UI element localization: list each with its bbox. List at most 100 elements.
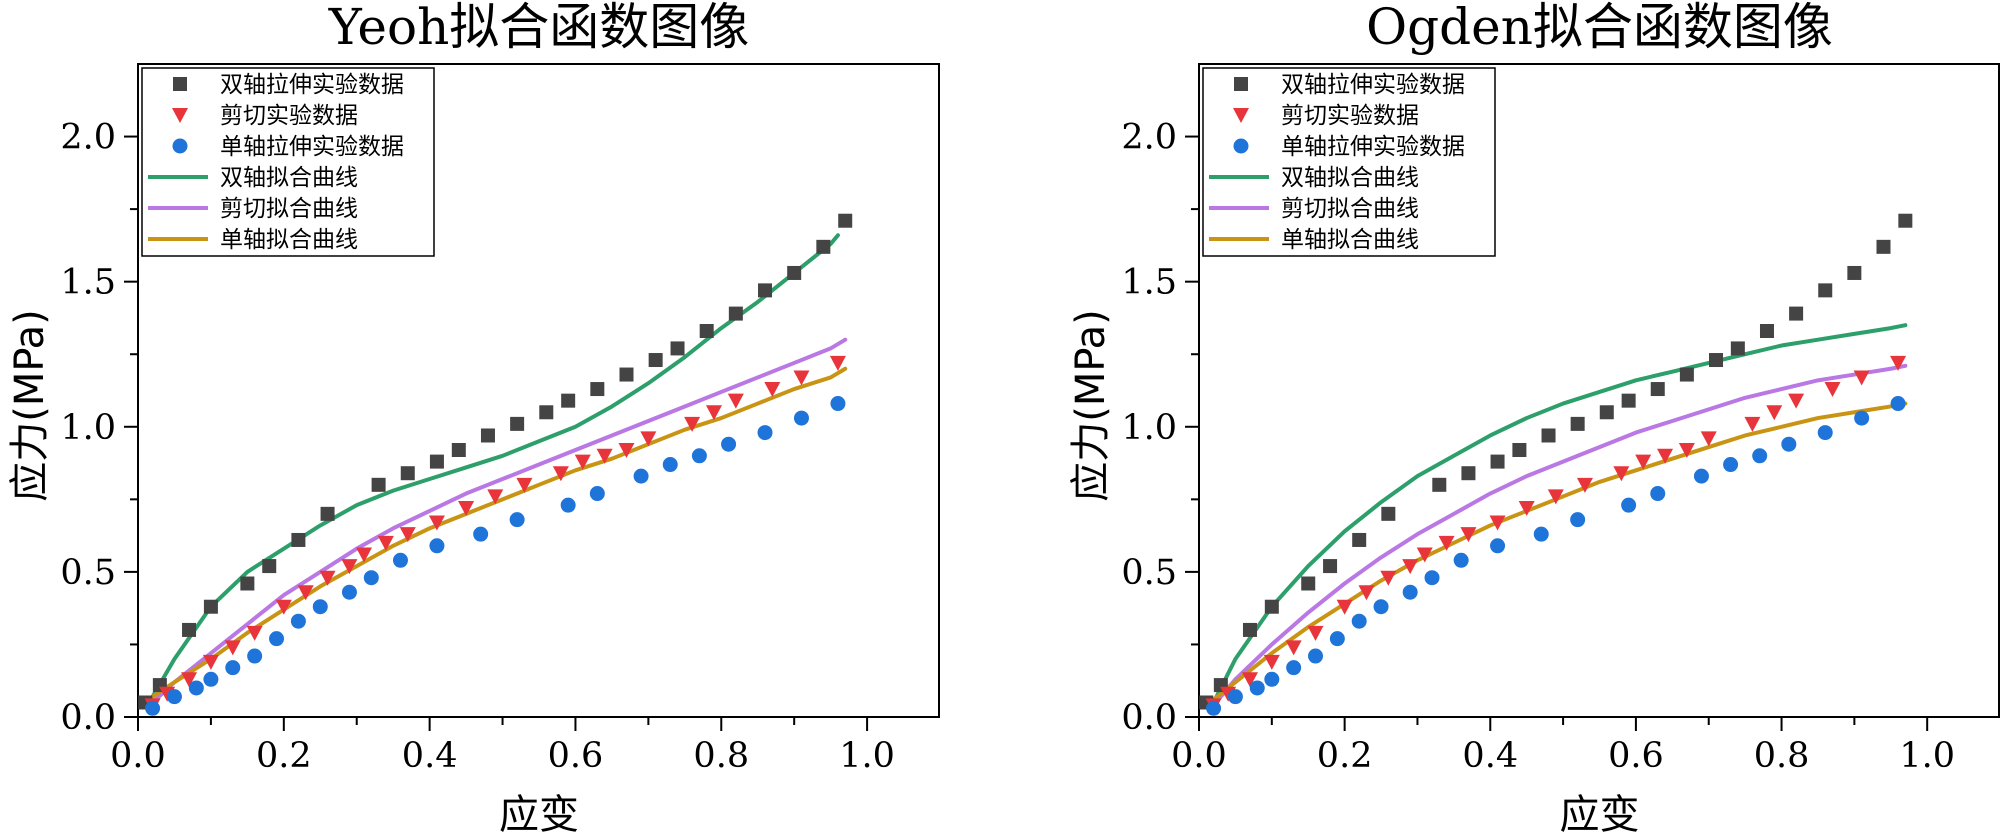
data-point-series-3 bbox=[341, 584, 357, 600]
data-point-series-3 bbox=[429, 538, 445, 554]
legend-box bbox=[141, 67, 435, 257]
data-point-series-3 bbox=[225, 660, 241, 676]
y-tick-label: 1.0 bbox=[1121, 408, 1177, 448]
data-point-series-3 bbox=[1752, 448, 1768, 464]
x-tick-label: 0.2 bbox=[1317, 736, 1373, 776]
data-point-series-2 bbox=[618, 443, 635, 458]
data-point-series-3 bbox=[1373, 599, 1389, 615]
data-point-series-1 bbox=[1876, 239, 1891, 254]
x-tick-label: 1.0 bbox=[1899, 736, 1955, 776]
data-point-series-2 bbox=[1890, 355, 1907, 371]
data-point-series-1 bbox=[1352, 532, 1367, 547]
data-point-series-1 bbox=[1242, 622, 1257, 637]
data-point-series-1 bbox=[648, 353, 663, 368]
legend-label: 双轴拉伸实验数据 bbox=[220, 72, 404, 98]
data-point-series-1 bbox=[203, 599, 218, 614]
data-point-series-2 bbox=[596, 448, 613, 464]
fit-curve-series-6 bbox=[1211, 401, 1908, 702]
chart-title: Yeoh拟合函数图像 bbox=[328, 0, 750, 56]
x-tick-label: 0.4 bbox=[402, 736, 458, 776]
data-point-series-1 bbox=[1730, 341, 1745, 356]
data-point-series-2 bbox=[574, 454, 591, 470]
data-point-series-3 bbox=[830, 396, 846, 412]
data-point-series-2 bbox=[764, 382, 781, 398]
data-point-series-3 bbox=[1249, 680, 1265, 696]
data-point-series-2 bbox=[377, 535, 394, 551]
data-point-series-2 bbox=[1336, 599, 1353, 615]
plot-frame bbox=[1198, 63, 2000, 718]
data-point-series-3 bbox=[1781, 436, 1797, 452]
data-point-series-2 bbox=[684, 416, 701, 432]
data-point-series-1 bbox=[1264, 599, 1279, 614]
data-point-series-3 bbox=[1402, 584, 1418, 600]
chart-title: Ogden拟合函数图像 bbox=[1366, 0, 1833, 56]
legend-circle-marker bbox=[1233, 138, 1249, 154]
data-point-series-2 bbox=[1824, 382, 1841, 398]
y-tick-label: 0.5 bbox=[1121, 553, 1177, 593]
data-point-series-2 bbox=[1460, 527, 1477, 543]
data-point-series-1 bbox=[1301, 576, 1316, 591]
data-point-series-2 bbox=[341, 559, 358, 575]
data-point-series-1 bbox=[400, 466, 415, 481]
data-point-series-2 bbox=[1788, 393, 1805, 409]
data-point-series-3 bbox=[1890, 396, 1906, 412]
data-point-series-2 bbox=[1853, 370, 1870, 386]
fit-curve-series-5 bbox=[1211, 363, 1908, 708]
data-point-series-2 bbox=[1766, 405, 1783, 421]
data-point-series-1 bbox=[1709, 353, 1724, 368]
legend-label: 剪切拟合曲线 bbox=[1281, 196, 1419, 222]
plot-area bbox=[138, 213, 853, 716]
data-point-series-1 bbox=[561, 393, 576, 408]
data-point-series-1 bbox=[1650, 382, 1665, 397]
legend-triangle-marker bbox=[1233, 108, 1249, 123]
data-point-series-2 bbox=[705, 405, 722, 421]
data-point-series-1 bbox=[590, 382, 605, 397]
fit-curve-series-4 bbox=[150, 233, 840, 699]
x-tick-label: 0.2 bbox=[256, 736, 312, 776]
data-point-series-2 bbox=[1489, 515, 1506, 531]
y-tick-label: 0.0 bbox=[1121, 698, 1177, 738]
y-tick-label: 1.5 bbox=[60, 263, 116, 303]
y-tick-label: 1.0 bbox=[60, 408, 116, 448]
data-point-series-3 bbox=[363, 570, 379, 586]
x-tick-label: 1.0 bbox=[839, 736, 895, 776]
data-point-series-1 bbox=[1898, 213, 1913, 228]
data-point-series-2 bbox=[319, 570, 336, 586]
data-point-series-3 bbox=[793, 410, 809, 426]
data-point-series-1 bbox=[1461, 466, 1476, 481]
data-point-series-2 bbox=[1744, 416, 1761, 432]
data-point-series-3 bbox=[203, 671, 219, 687]
plot-frame bbox=[137, 63, 940, 718]
data-point-series-1 bbox=[699, 324, 714, 338]
data-point-series-2 bbox=[1285, 640, 1302, 656]
data-point-series-1 bbox=[816, 239, 831, 254]
data-point-series-2 bbox=[829, 355, 846, 371]
data-point-series-2 bbox=[552, 466, 569, 482]
x-tick-label: 0.6 bbox=[1608, 736, 1664, 776]
data-point-series-1 bbox=[240, 576, 255, 591]
data-point-series-2 bbox=[246, 625, 263, 641]
data-point-series-1 bbox=[480, 428, 495, 443]
legend-box bbox=[1202, 67, 1496, 257]
data-point-series-1 bbox=[320, 506, 335, 521]
legend-circle-marker bbox=[172, 138, 188, 154]
data-point-series-3 bbox=[1533, 526, 1549, 542]
data-point-series-1 bbox=[1541, 428, 1556, 443]
fit-curve-series-5 bbox=[150, 337, 848, 705]
x-axis-label: 应变 bbox=[499, 792, 579, 837]
y-tick-label: 1.5 bbox=[1121, 263, 1177, 303]
data-point-series-2 bbox=[202, 654, 219, 670]
y-axis-label: 应力(MPa) bbox=[7, 309, 53, 502]
data-point-series-3 bbox=[1329, 631, 1345, 647]
data-point-series-3 bbox=[1264, 671, 1280, 687]
legend-label: 单轴拟合曲线 bbox=[1281, 227, 1419, 253]
data-point-series-1 bbox=[1789, 306, 1804, 321]
data-point-series-2 bbox=[1518, 501, 1535, 517]
data-point-series-1 bbox=[1679, 367, 1694, 382]
data-point-series-1 bbox=[510, 416, 525, 431]
legend-label: 单轴拉伸实验数据 bbox=[1281, 134, 1465, 160]
data-point-series-2 bbox=[1380, 570, 1397, 586]
data-point-series-2 bbox=[1547, 489, 1564, 505]
data-point-series-3 bbox=[1286, 660, 1302, 676]
